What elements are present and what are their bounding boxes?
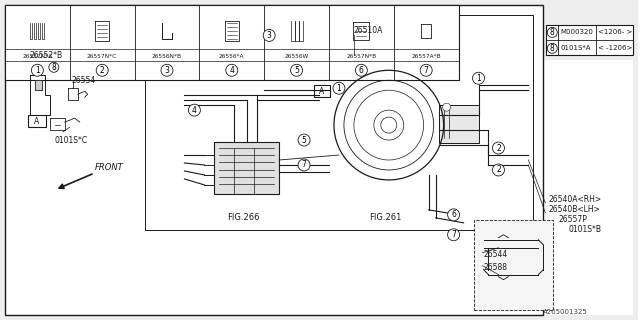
Circle shape <box>447 229 460 241</box>
Text: 26510A: 26510A <box>354 26 383 35</box>
Text: 26540B<LH>: 26540B<LH> <box>548 205 600 214</box>
Text: 8: 8 <box>550 44 555 53</box>
Circle shape <box>263 29 275 41</box>
Text: FRONT: FRONT <box>95 164 124 172</box>
Text: 26557N*A: 26557N*A <box>22 54 52 59</box>
Text: 26556*A: 26556*A <box>219 54 244 59</box>
Circle shape <box>447 209 460 221</box>
Circle shape <box>472 72 484 84</box>
Circle shape <box>96 64 108 76</box>
Text: 26588: 26588 <box>483 263 508 272</box>
Text: A: A <box>319 87 324 96</box>
Text: 0101S*B: 0101S*B <box>568 225 601 234</box>
Text: FIG.261: FIG.261 <box>369 213 401 222</box>
Text: 7: 7 <box>424 66 429 75</box>
Circle shape <box>547 28 557 37</box>
Circle shape <box>188 104 200 116</box>
Text: 2: 2 <box>496 165 501 174</box>
Text: < -1206>: < -1206> <box>598 45 632 51</box>
Text: 1: 1 <box>476 74 481 83</box>
Text: 26556N*B: 26556N*B <box>152 54 182 59</box>
Bar <box>214 142 279 194</box>
Text: 26557N*B: 26557N*B <box>346 54 376 59</box>
Text: 1: 1 <box>35 66 40 75</box>
Text: 26544: 26544 <box>483 250 508 259</box>
Bar <box>28 115 46 127</box>
Text: <1206- >: <1206- > <box>598 29 632 36</box>
Bar <box>314 85 330 97</box>
Text: 8: 8 <box>550 28 555 37</box>
Circle shape <box>333 82 345 94</box>
Text: 26557N*C: 26557N*C <box>87 54 117 59</box>
Text: 4: 4 <box>192 106 197 115</box>
Bar <box>474 220 554 309</box>
Circle shape <box>298 159 310 171</box>
Circle shape <box>226 64 238 76</box>
Text: 26552*B: 26552*B <box>30 51 63 60</box>
Text: A: A <box>35 116 40 126</box>
Text: A265001325: A265001325 <box>543 308 588 315</box>
Bar <box>547 25 633 55</box>
Circle shape <box>291 64 303 76</box>
Circle shape <box>443 103 451 111</box>
Circle shape <box>298 134 310 146</box>
Bar <box>35 80 42 90</box>
Text: 2: 2 <box>100 66 104 75</box>
Circle shape <box>49 62 59 72</box>
Text: 26557A*B: 26557A*B <box>412 54 441 59</box>
Bar <box>5 5 543 315</box>
Text: FIG.266: FIG.266 <box>227 213 260 222</box>
Text: 0101S*C: 0101S*C <box>55 136 88 145</box>
Text: 8: 8 <box>51 63 56 72</box>
Text: 5: 5 <box>301 136 307 145</box>
Text: 6: 6 <box>451 210 456 219</box>
Circle shape <box>492 142 504 154</box>
Text: 0101S*A: 0101S*A <box>560 45 591 51</box>
Text: 1: 1 <box>337 84 341 93</box>
Bar <box>145 15 533 230</box>
Bar <box>543 60 633 315</box>
Text: 7: 7 <box>301 161 307 170</box>
Text: 5: 5 <box>294 66 299 75</box>
Bar <box>5 5 459 80</box>
Text: 26556W: 26556W <box>284 54 308 59</box>
Text: M000320: M000320 <box>560 29 593 36</box>
Circle shape <box>161 64 173 76</box>
Text: 26540A<RH>: 26540A<RH> <box>548 196 602 204</box>
Text: 26557P: 26557P <box>558 215 587 224</box>
Bar <box>438 105 479 143</box>
Circle shape <box>547 44 557 53</box>
Text: 6: 6 <box>359 66 364 75</box>
Text: 26554: 26554 <box>72 76 96 85</box>
Text: 4: 4 <box>229 66 234 75</box>
Circle shape <box>31 64 44 76</box>
Circle shape <box>355 64 367 76</box>
Text: 2: 2 <box>496 144 501 153</box>
Text: 3: 3 <box>164 66 170 75</box>
Text: 3: 3 <box>267 31 271 40</box>
Circle shape <box>420 64 432 76</box>
Text: 7: 7 <box>451 230 456 239</box>
Circle shape <box>492 164 504 176</box>
Bar <box>5 5 543 315</box>
